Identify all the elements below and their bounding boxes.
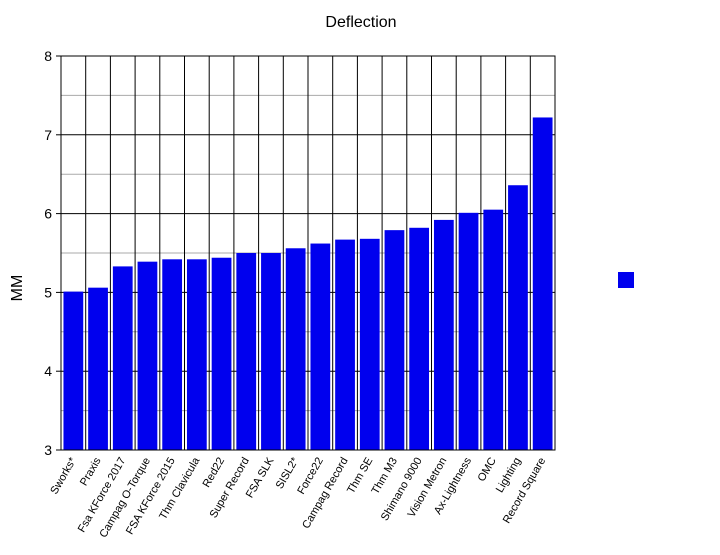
bar-super-record xyxy=(236,253,257,450)
y-tick-label: 8 xyxy=(44,48,52,64)
bar-omc xyxy=(483,209,504,450)
bar-fsa-slk xyxy=(261,253,281,450)
bar-fsa-kforce-2015 xyxy=(162,259,183,450)
bar-shimano-9000 xyxy=(409,227,430,450)
bar-fsa-kforce-2017 xyxy=(112,266,133,450)
y-tick-label: 7 xyxy=(44,127,52,143)
bars-group xyxy=(63,117,553,451)
bar-campag-record xyxy=(335,239,355,450)
bar-campag-o-torque xyxy=(137,261,158,450)
bar-red22 xyxy=(211,257,232,450)
bar-thm-clavicula xyxy=(186,259,207,450)
bar-sisl2- xyxy=(285,248,306,450)
y-axis-ticks: 3 4 5 6 7 8 xyxy=(44,48,61,458)
y-axis-label: MM xyxy=(9,275,26,302)
bar-lighting xyxy=(508,185,528,450)
y-tick-label: 5 xyxy=(44,284,52,300)
x-tick-label: OMC xyxy=(476,455,499,483)
y-tick-label: 4 xyxy=(44,363,52,379)
y-tick-label: 6 xyxy=(44,206,52,222)
bar-thm-se xyxy=(359,238,380,450)
y-tick-label: 3 xyxy=(44,442,52,458)
x-tick-label: Red22 xyxy=(201,456,228,490)
chart-title: Deflection xyxy=(325,14,396,31)
x-tick-label: Praxis xyxy=(78,455,104,488)
bar-force22 xyxy=(310,243,331,450)
bar-ax-lightness xyxy=(458,212,479,450)
bar-thm-m3 xyxy=(384,230,405,450)
plot-frame xyxy=(60,55,556,451)
bar-vision-metron xyxy=(433,219,454,450)
x-tick-label: Sworks* xyxy=(48,455,79,497)
bar-record-square xyxy=(532,117,553,451)
legend-swatch xyxy=(618,272,634,288)
bar-sworks- xyxy=(63,291,84,450)
bar-praxis xyxy=(88,287,108,450)
x-tick-label: Campag Record xyxy=(300,456,350,531)
grid-lines xyxy=(61,55,555,451)
